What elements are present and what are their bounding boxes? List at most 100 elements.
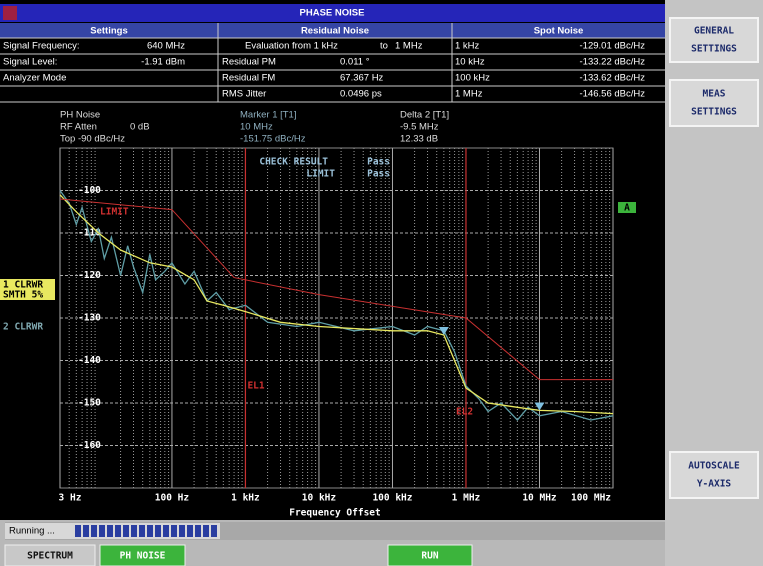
spot-cell: -133.22 dBc/Hz	[580, 57, 646, 68]
progress-block	[123, 525, 129, 537]
limit-line	[59, 198, 613, 381]
marker-info: 10 MHz	[240, 122, 273, 133]
x-axis-title: Frequency Offset	[289, 508, 381, 519]
tab-label[interactable]: SPECTRUM	[27, 551, 73, 562]
x-tick-label: 100 MHz	[571, 493, 611, 504]
settings-cell: 640 MHz	[147, 41, 185, 52]
x-tick-label: 1 kHz	[231, 493, 260, 504]
softkey-label[interactable]: SETTINGS	[691, 44, 737, 55]
y-tick-label: -130	[78, 313, 101, 324]
info-text: Top -90 dBc/Hz	[60, 134, 125, 145]
x-tick-label: 100 kHz	[372, 493, 412, 504]
spot-cell: -129.01 dBc/Hz	[580, 41, 646, 52]
progress-block	[139, 525, 145, 537]
legend-entry: 2 CLRWR	[3, 322, 43, 333]
marker-info: Marker 1 [T1]	[240, 110, 297, 121]
legend-entry: 1 CLRWR	[3, 280, 43, 291]
trace-1-tag	[0, 279, 55, 300]
check-result: Pass	[367, 157, 390, 168]
legend-note: SMTH 5%	[3, 290, 43, 301]
logo	[3, 6, 17, 20]
tab[interactable]	[387, 544, 473, 566]
progress-block	[147, 525, 153, 537]
progress-block	[187, 525, 193, 537]
settings-cell: -1.91 dBm	[141, 57, 185, 68]
softkey[interactable]	[669, 79, 759, 127]
softkey-label[interactable]: AUTOSCALE	[688, 461, 740, 472]
spot-cell: 1 MHz	[455, 89, 483, 100]
tab-label[interactable]: PH NOISE	[120, 551, 166, 562]
residual-cell: 1 MHz	[395, 41, 423, 52]
spot-cell: 10 kHz	[455, 57, 485, 68]
delta-info: -9.5 MHz	[400, 122, 439, 133]
progress-block	[83, 525, 89, 537]
progress-block	[91, 525, 97, 537]
x-tick-label: 1 MHz	[452, 493, 481, 504]
progress-block	[163, 525, 169, 537]
softkey-label[interactable]: GENERAL	[694, 26, 734, 37]
progress-block	[203, 525, 209, 537]
softkey[interactable]	[669, 17, 759, 63]
progress-block	[171, 525, 177, 537]
table-header-cell: Settings	[90, 26, 127, 37]
limit-label: LIMIT	[100, 207, 129, 218]
residual-cell: 0.011 °	[340, 57, 370, 68]
settings-cell: Analyzer Mode	[3, 73, 66, 84]
progress-block	[115, 525, 121, 537]
progress-block	[107, 525, 113, 537]
residual-cell: RMS Jitter	[222, 89, 266, 100]
softkey-label[interactable]: SETTINGS	[691, 107, 737, 118]
limit-tag: A	[624, 203, 630, 214]
tab-label[interactable]: RUN	[421, 551, 438, 562]
progress-block	[99, 525, 105, 537]
progress-block	[131, 525, 137, 537]
softkey-label[interactable]: MEAS	[703, 89, 726, 100]
residual-cell: 67.367 Hz	[340, 73, 384, 84]
residual-cell: to	[380, 41, 388, 52]
spot-cell: -146.56 dBc/Hz	[580, 89, 646, 100]
marker-1	[534, 402, 545, 411]
progress-block	[195, 525, 201, 537]
info-text: RF Atten	[60, 122, 97, 133]
settings-cell: Signal Level:	[3, 57, 57, 68]
delta-info: 12.33 dB	[400, 134, 438, 145]
main-panel	[0, 0, 665, 520]
residual-cell: 0.0496 ps	[340, 89, 382, 100]
x-tick-label: 100 Hz	[155, 493, 190, 504]
softkey-label[interactable]: Y-AXIS	[697, 479, 732, 490]
progress-block	[179, 525, 185, 537]
spot-cell: 1 kHz	[455, 41, 480, 52]
progress-block	[155, 525, 161, 537]
spot-cell: -133.62 dBc/Hz	[580, 73, 646, 84]
tab[interactable]	[4, 544, 96, 566]
tab[interactable]	[99, 544, 186, 566]
table-header-cell: Residual Noise	[301, 26, 369, 37]
trace	[59, 190, 614, 421]
spot-cell: 100 kHz	[455, 73, 490, 84]
progress-block	[75, 525, 81, 537]
softkey[interactable]	[669, 451, 759, 499]
check-text: LIMIT	[306, 169, 335, 180]
delta-info: Delta 2 [T1]	[400, 110, 449, 121]
y-tick-label: -160	[78, 440, 101, 451]
y-tick-label: -150	[78, 398, 101, 409]
delta-2	[438, 327, 449, 335]
limit-tag-box	[618, 202, 636, 213]
info-text: PH Noise	[60, 110, 100, 121]
y-tick-label: -140	[78, 355, 101, 366]
status-text: Running ...	[9, 526, 55, 537]
settings-cell: Signal Frequency:	[3, 41, 80, 52]
info-text: 0 dB	[130, 122, 150, 133]
eval-label: EL1	[247, 381, 264, 392]
y-tick-label: -100	[78, 185, 101, 196]
eval-label: EL2	[456, 407, 473, 418]
marker-info: -151.75 dBc/Hz	[240, 134, 306, 145]
residual-cell: Residual PM	[222, 57, 276, 68]
check-result: Pass	[367, 169, 390, 180]
trace	[59, 194, 614, 415]
title: PHASE NOISE	[300, 8, 365, 19]
progress-block	[211, 525, 217, 537]
x-tick-label: 10 MHz	[522, 493, 557, 504]
